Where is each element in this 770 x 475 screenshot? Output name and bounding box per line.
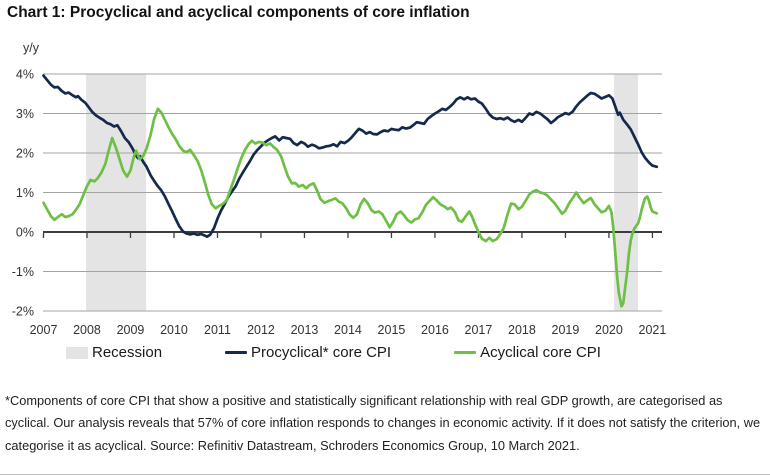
x-axis-tick-label: 2017 — [465, 323, 493, 337]
chart-title: Chart 1: Procyclical and acyclical compo… — [7, 4, 470, 21]
x-axis-tick-label: 2007 — [30, 323, 58, 337]
x-axis-tick-label: 2009 — [117, 323, 145, 337]
y-axis-unit-label: y/y — [23, 41, 40, 55]
x-axis-tick-label: 2011 — [204, 323, 231, 337]
y-axis-tick-label: 3% — [16, 107, 34, 121]
y-axis-tick-label: 4% — [16, 68, 34, 82]
x-axis-tick-label: 2010 — [160, 323, 188, 337]
x-axis-tick-label: 2016 — [421, 323, 449, 337]
x-axis-tick-label: 2021 — [639, 323, 667, 337]
x-axis-tick-label: 2008 — [73, 323, 101, 337]
legend-item-procyclical-core-cpi: Procyclical* core CPI — [225, 344, 391, 361]
y-axis-tick-label: 1% — [16, 186, 34, 200]
y-axis-tick-label: 0% — [16, 226, 34, 240]
legend-swatch-procyclical-core-cpi — [225, 351, 248, 354]
x-axis-tick-label: 2019 — [552, 323, 580, 337]
y-axis-tick-label: 2% — [16, 147, 34, 161]
x-axis-tick-label: 2012 — [247, 323, 275, 337]
legend-item-recession: Recession — [66, 344, 162, 361]
x-axis-tick-label: 2014 — [334, 323, 362, 337]
x-axis-tick-label: 2018 — [508, 323, 536, 337]
legend-item-acyclical-core-cpi: Acyclical core CPI — [454, 344, 601, 361]
legend-swatch-acyclical-core-cpi — [454, 351, 477, 354]
legend-label: Acyclical core CPI — [480, 344, 601, 361]
x-axis-tick-label: 2013 — [291, 323, 319, 337]
footnote: *Components of core CPI that show a posi… — [5, 393, 761, 453]
legend-label: Procyclical* core CPI — [251, 344, 392, 361]
x-axis-tick-label: 2015 — [378, 323, 406, 337]
chart-legend: Recession Procyclical* core CPI Acyclical … — [66, 344, 601, 361]
legend-label: Recession — [92, 344, 163, 361]
legend-swatch-recession — [66, 346, 88, 359]
series-line-acyclical-core-cpi — [42, 107, 659, 308]
series-line-procyclical-core-cpi — [42, 74, 659, 239]
y-axis-tick-label: -1% — [12, 265, 34, 279]
chart-canvas: 4% 3% 2% 1% 0% -1% -2% 2007 2008 2009 2010 2011 2012… — [12, 41, 667, 337]
x-axis-tick-label: 2020 — [595, 323, 623, 337]
y-axis-tick-label: -2% — [12, 305, 34, 319]
